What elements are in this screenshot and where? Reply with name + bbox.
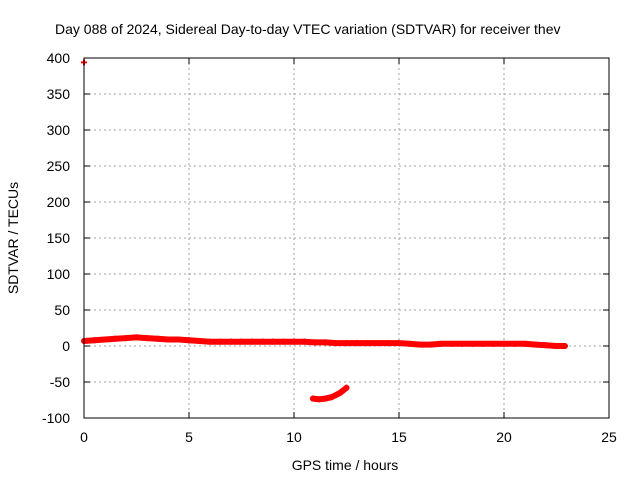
data-point [333, 340, 339, 347]
data-point [154, 335, 161, 342]
data-point [133, 334, 140, 341]
data-point [333, 391, 339, 398]
data-point [448, 340, 455, 347]
data-point [480, 340, 486, 347]
data-point [343, 384, 350, 391]
x-axis-title: GPS time / hours [292, 457, 399, 473]
x-tick-label: 25 [601, 429, 617, 445]
y-tick-label: -50 [50, 374, 70, 390]
data-point [322, 339, 329, 346]
data-point [312, 339, 318, 346]
data-point [364, 340, 371, 347]
x-tick-label: 0 [80, 429, 88, 445]
data-point [343, 340, 350, 347]
data-point [249, 338, 255, 345]
data-point [511, 340, 518, 347]
y-tick-label: 50 [54, 302, 70, 318]
data-point [196, 337, 203, 344]
data-point [301, 338, 308, 345]
y-tick-label: 350 [47, 86, 71, 102]
x-tick-label: 5 [185, 429, 193, 445]
data-point [322, 395, 329, 402]
data-point [561, 343, 568, 349]
data-point [553, 343, 560, 349]
y-tick-label: 100 [47, 266, 71, 282]
data-point [175, 336, 182, 343]
data-point [375, 340, 381, 347]
data-point [385, 340, 392, 347]
data-point [501, 340, 507, 347]
data-point [396, 340, 402, 347]
y-tick-label: 150 [47, 230, 71, 246]
data-point [207, 338, 213, 345]
y-axis-title: SDTVAR / TECUs [5, 182, 21, 294]
chart-title: Day 088 of 2024, Sidereal Day-to-day VTE… [55, 21, 561, 37]
data-point [238, 338, 245, 345]
data-point [316, 396, 323, 403]
data-point [228, 338, 234, 345]
data-point [490, 340, 497, 347]
y-tick-label: -100 [42, 410, 70, 426]
data-point [328, 394, 335, 401]
data-point [543, 342, 549, 349]
data-point [165, 336, 171, 343]
tick-labels: 0 5 10 15 20 25 -100 -50 0 50 100 150 200 250 300 350 40… [42, 50, 617, 445]
y-tick-label: 0 [62, 338, 70, 354]
data-point [259, 338, 266, 345]
data-point [532, 341, 539, 348]
data-point [217, 338, 224, 345]
data-point [522, 340, 528, 347]
x-tick-label: 10 [286, 429, 302, 445]
x-tick-label: 20 [496, 429, 512, 445]
series [309, 384, 350, 403]
y-tick-label: 300 [47, 122, 71, 138]
data-point [417, 341, 423, 348]
data-point [112, 335, 119, 342]
data-point [406, 340, 413, 347]
data-point [291, 338, 297, 345]
data-point [270, 338, 276, 345]
data-point [469, 340, 476, 347]
data-point [102, 336, 108, 343]
data-point [144, 335, 150, 342]
data-point [337, 389, 344, 396]
y-tick-label: 200 [47, 194, 71, 210]
data-point [91, 337, 98, 344]
series [81, 334, 568, 349]
data-point [438, 340, 444, 347]
data-point [354, 340, 360, 347]
data-point [427, 341, 434, 348]
data-point [186, 337, 192, 344]
data-points [81, 59, 568, 403]
grid [84, 58, 609, 418]
y-tick-label: 400 [47, 50, 71, 66]
data-point [280, 338, 287, 345]
y-tick-label: 250 [47, 158, 71, 174]
data-point [309, 395, 316, 402]
axis-ticks [83, 57, 610, 419]
x-tick-label: 15 [391, 429, 407, 445]
data-point [123, 335, 129, 342]
data-point [459, 340, 465, 347]
